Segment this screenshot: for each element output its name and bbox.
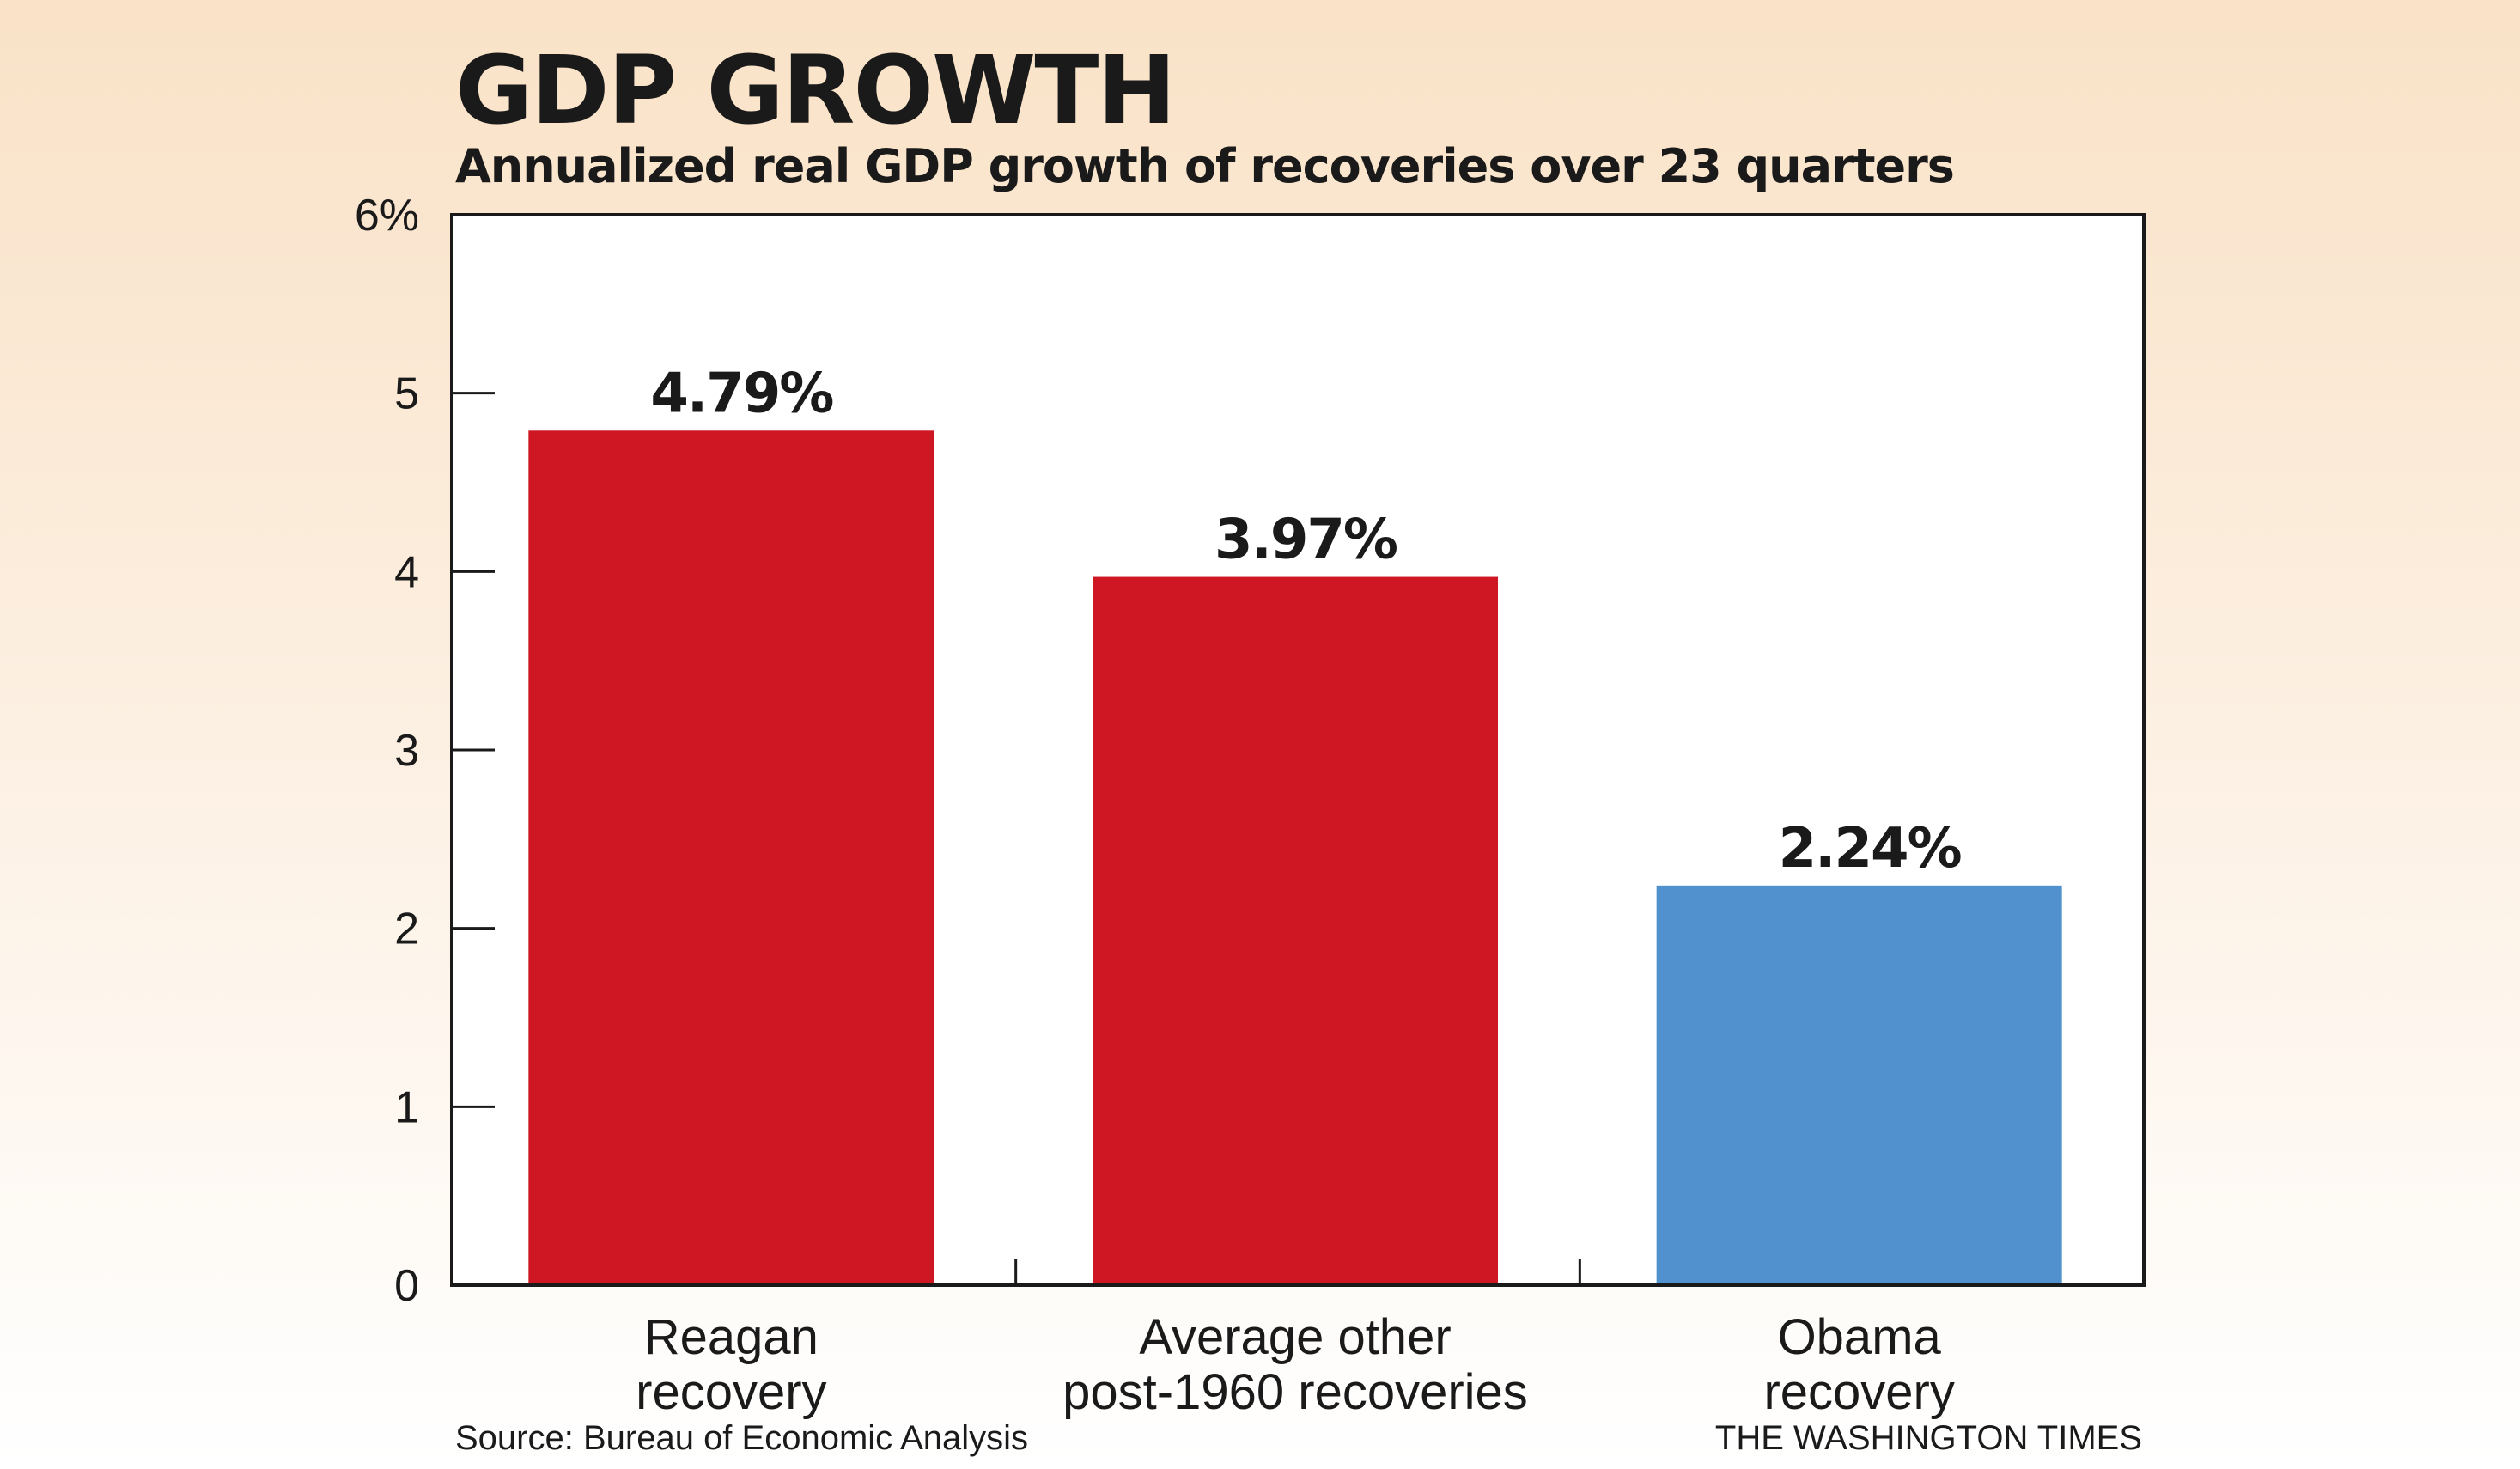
category-label-line: recovery [1763,1364,1954,1420]
category-label-line: post-1960 recoveries [1062,1364,1528,1420]
bar [1093,576,1498,1283]
bars: 4.79% 3.97% 2.24% [528,362,2062,1283]
source-note: Source: Bureau of Economic Analysis [455,1419,1029,1457]
category-label-line: Obama [1778,1309,1942,1365]
bar [528,430,934,1283]
bar-value-label: 3.97% [1214,509,1397,572]
y-tick-label: 5 [394,369,419,419]
category-label-line: Average other [1139,1309,1451,1365]
y-tick-label: 6% [355,191,419,241]
category-label-line: Reagan [644,1309,819,1365]
y-tick-label: 4 [394,547,419,597]
y-axis: 0 1 2 3 4 5 6% [355,191,495,1311]
category-label: Obama recovery [1763,1309,1954,1420]
category-label-line: recovery [636,1364,826,1420]
bar [1656,885,2062,1283]
y-tick-label: 3 [394,726,419,776]
y-tick-label: 1 [394,1082,419,1132]
chart-title: GDP GROWTH [455,35,1176,145]
y-tick-label: 0 [394,1261,419,1311]
bar-value-label: 4.79% [650,362,833,425]
publisher-credit: THE WASHINGTON TIMES [1714,1419,2142,1457]
chart-subtitle: Annualized real GDP growth of recoveries… [455,139,1955,193]
category-label: Average other post-1960 recoveries [1062,1309,1528,1420]
bar-value-label: 2.24% [1779,817,1962,881]
y-tick-label: 2 [394,905,419,954]
category-label: Reagan recovery [636,1309,826,1420]
